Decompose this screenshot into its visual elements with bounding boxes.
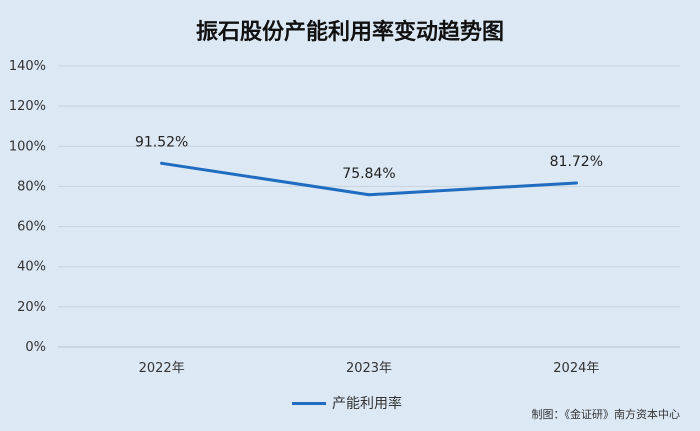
y-tick-label: 120% — [9, 99, 46, 114]
y-tick-label: 80% — [17, 179, 46, 194]
y-tick-label: 140% — [9, 59, 46, 74]
data-point — [367, 193, 371, 197]
data-point — [574, 181, 578, 185]
data-point — [160, 161, 164, 165]
y-tick-label: 20% — [17, 300, 46, 315]
chart-title: 振石股份产能利用率变动趋势图 — [195, 20, 504, 45]
y-tick-label: 60% — [17, 220, 46, 235]
y-tick-label: 100% — [9, 139, 46, 154]
footnote: 制图：《金证研》南方资本中心 — [531, 408, 681, 421]
y-tick-label: 0% — [25, 340, 46, 355]
data-label: 81.72% — [550, 154, 603, 170]
legend: 产能利用率 — [292, 393, 402, 413]
x-tick-label: 2022年 — [139, 361, 185, 376]
legend-swatch — [292, 401, 326, 405]
y-tick-label: 40% — [17, 260, 46, 275]
legend-label: 产能利用率 — [332, 396, 402, 412]
x-tick-label: 2024年 — [553, 361, 599, 376]
data-label: 75.84% — [342, 166, 395, 182]
data-label: 91.52% — [135, 134, 188, 150]
x-tick-label: 2023年 — [346, 361, 392, 376]
